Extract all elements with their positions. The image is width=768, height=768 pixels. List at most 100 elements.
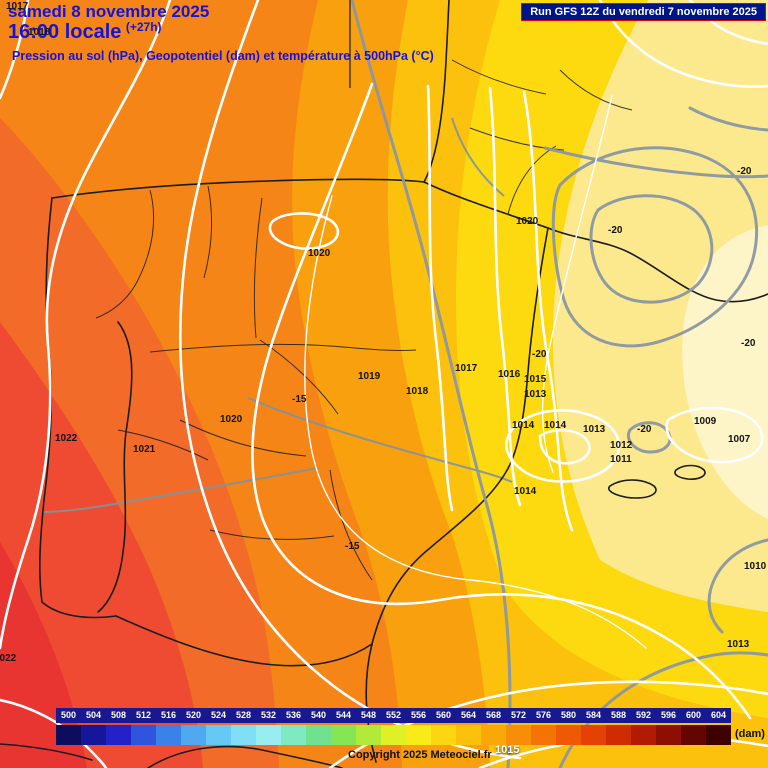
border xyxy=(97,321,133,613)
isobar-line xyxy=(268,212,340,250)
scale-value: 516 xyxy=(160,710,177,720)
border xyxy=(259,339,339,415)
scale-value: 504 xyxy=(85,710,102,720)
scale-value: 596 xyxy=(660,710,677,720)
scale-value: 604 xyxy=(710,710,727,720)
scale-value: 524 xyxy=(210,710,227,720)
scale-value: 556 xyxy=(410,710,427,720)
isobar-line xyxy=(598,0,768,88)
geopotential-line xyxy=(551,146,759,348)
scale-value: 532 xyxy=(260,710,277,720)
border xyxy=(149,343,417,353)
isobar-line xyxy=(522,90,574,532)
coastline xyxy=(51,0,450,199)
scale-swatch xyxy=(581,725,606,745)
scale-value: 540 xyxy=(310,710,327,720)
scale-value: 576 xyxy=(535,710,552,720)
scale-swatch xyxy=(306,725,331,745)
isobar-line xyxy=(538,428,591,465)
scale-value: 592 xyxy=(635,710,652,720)
border xyxy=(451,59,547,95)
scale-swatch xyxy=(206,725,231,745)
temp-band xyxy=(682,225,768,519)
border xyxy=(329,469,373,581)
isobar-line xyxy=(0,0,30,100)
scale-value: 536 xyxy=(285,710,302,720)
isotherm-line xyxy=(541,95,613,473)
scale-value: 520 xyxy=(185,710,202,720)
scale-swatch xyxy=(431,725,456,745)
isobar-line xyxy=(251,82,752,720)
coastline xyxy=(547,227,768,303)
border xyxy=(95,189,155,319)
scale-swatch xyxy=(256,725,281,745)
isobar-line xyxy=(426,84,454,512)
scale-swatch xyxy=(181,725,206,745)
scale-value: 560 xyxy=(435,710,452,720)
scale-swatch xyxy=(456,725,481,745)
scale-value: 544 xyxy=(335,710,352,720)
scale-swatch xyxy=(331,725,356,745)
scale-swatch xyxy=(531,725,556,745)
border xyxy=(203,185,212,279)
scale-value: 548 xyxy=(360,710,377,720)
coastline xyxy=(147,745,343,768)
scale-swatches-row xyxy=(56,725,731,745)
scale-swatch xyxy=(356,725,381,745)
river xyxy=(451,117,505,197)
scale-value: 552 xyxy=(385,710,402,720)
scale-value: 508 xyxy=(110,710,127,720)
coastline xyxy=(0,743,93,761)
scale-swatch xyxy=(56,725,81,745)
scale-value: 568 xyxy=(485,710,502,720)
geopotential-line xyxy=(707,538,768,634)
scale-swatch xyxy=(106,725,131,745)
scale-unit: (dam) xyxy=(735,728,765,740)
scale-swatch xyxy=(631,725,656,745)
copyright: Copyright 2025 Meteociel.fr xyxy=(348,749,492,761)
isotherm-line xyxy=(304,195,647,649)
island-outline xyxy=(674,464,706,480)
map-subtitle: Pression au sol (hPa), Geopotentiel (dam… xyxy=(12,49,434,64)
scale-swatch xyxy=(556,725,581,745)
time-label: 16:00 locale xyxy=(8,21,122,44)
island-outline xyxy=(608,479,657,499)
scale-value: 584 xyxy=(585,710,602,720)
geopotential-line xyxy=(543,146,768,179)
border xyxy=(179,419,307,457)
rivers xyxy=(41,117,513,513)
scale-value: 528 xyxy=(235,710,252,720)
scale-values-row: 500 504 508 512 516 520 524 528 532 536 540 544 548 5… xyxy=(56,708,731,723)
scale-swatch xyxy=(506,725,531,745)
border xyxy=(253,197,263,339)
color-scale: 500 504 508 512 516 520 524 528 532 536 540 544 548 5… xyxy=(56,708,768,745)
date-label: samedi 8 novembre 2025 xyxy=(8,2,210,21)
isotherm-contours xyxy=(304,95,647,649)
scale-value: 564 xyxy=(460,710,477,720)
scale-value: 600 xyxy=(685,710,702,720)
scale-swatch xyxy=(681,725,706,745)
coastline xyxy=(115,615,373,667)
border xyxy=(423,181,549,229)
scale-swatch xyxy=(606,725,631,745)
geopotential-line xyxy=(350,0,512,768)
scale-swatch xyxy=(706,725,731,745)
geopotential-line xyxy=(627,421,672,454)
scale-swatch xyxy=(381,725,406,745)
geopotential-line xyxy=(589,194,714,304)
scale-swatch xyxy=(231,725,256,745)
map-header: samedi 8 novembre 2025 16:00 locale (+27… xyxy=(8,2,434,63)
run-info-box: Run GFS 12Z du vendredi 7 novembre 2025 xyxy=(521,3,766,21)
scale-swatch xyxy=(281,725,306,745)
border xyxy=(117,429,209,461)
scale-swatch xyxy=(656,725,681,745)
river xyxy=(247,397,513,483)
scale-value: 580 xyxy=(560,710,577,720)
scale-swatch xyxy=(131,725,156,745)
isobar-line xyxy=(488,86,522,507)
coastline xyxy=(365,227,549,763)
scale-value: 572 xyxy=(510,710,527,720)
